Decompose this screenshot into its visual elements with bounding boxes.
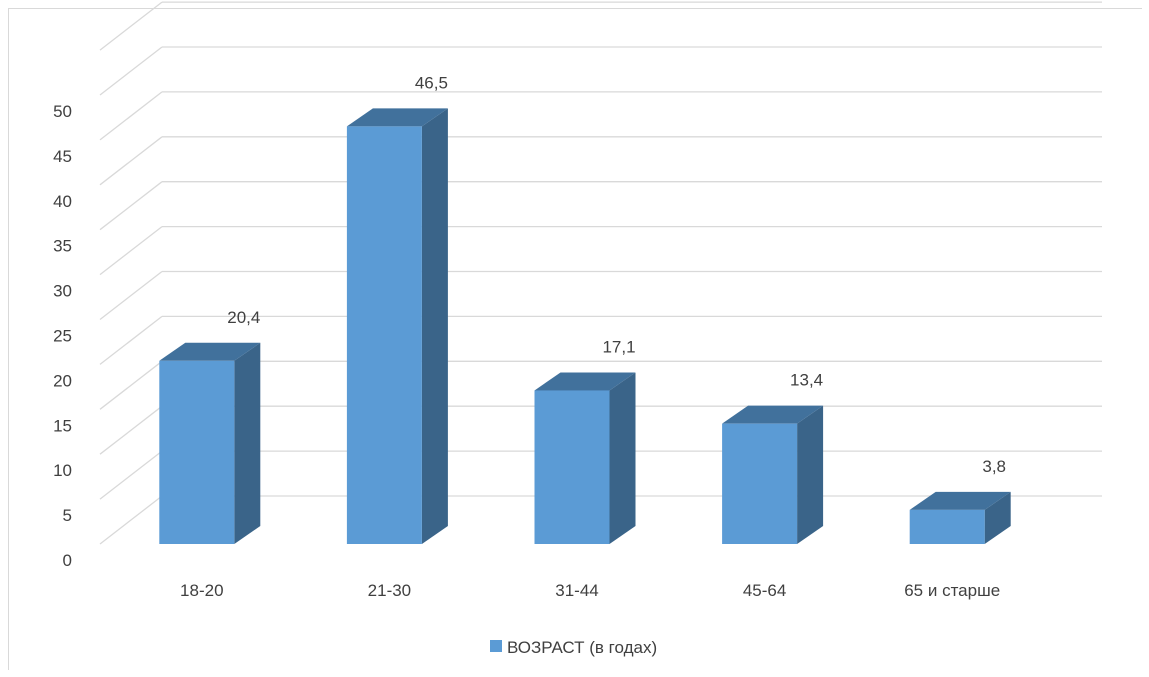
bar-top — [722, 405, 824, 424]
bar — [534, 372, 636, 544]
gridline-diagonal — [99, 181, 163, 231]
bar-side — [234, 342, 261, 544]
gridline-diagonal — [99, 1, 163, 51]
x-axis-categories: 18-20 21-30 31-44 45-64 65 и старше — [180, 581, 1000, 600]
y-axis-ticks: 0 5 10 15 20 25 30 35 40 45 50 — [53, 102, 72, 570]
y-tick-label: 10 — [53, 461, 72, 480]
gridline-diagonal — [99, 270, 163, 321]
x-category-label: 31-44 — [555, 581, 598, 600]
gridline-diagonal — [99, 405, 163, 455]
gridline-diagonal — [99, 91, 163, 141]
legend-swatch — [490, 640, 502, 652]
bar-side — [609, 372, 636, 544]
gridline-diagonal — [99, 46, 163, 96]
y-tick-label: 25 — [53, 327, 72, 346]
x-category-label: 18-20 — [180, 581, 223, 600]
gridline-diagonal — [99, 226, 163, 276]
bar-side — [421, 108, 448, 545]
bar — [346, 108, 448, 545]
bar-front — [346, 126, 422, 545]
x-category-label: 45-64 — [743, 581, 786, 600]
bar-top — [534, 372, 636, 391]
bar-top — [346, 108, 448, 127]
bar-front — [159, 360, 235, 544]
data-label: 20,4 — [227, 308, 260, 327]
bar — [159, 342, 261, 544]
bar-front — [722, 423, 798, 544]
data-label: 3,8 — [982, 457, 1006, 476]
y-tick-label: 5 — [63, 506, 72, 525]
data-label: 46,5 — [415, 73, 448, 92]
bar-front — [909, 509, 985, 544]
y-tick-label: 45 — [53, 147, 72, 166]
legend: ВОЗРАСТ (в годах) — [490, 638, 657, 657]
data-label: 13,4 — [790, 371, 823, 390]
data-label: 17,1 — [602, 337, 635, 356]
gridline-diagonal — [99, 136, 163, 186]
bar — [722, 405, 824, 544]
y-tick-label: 40 — [53, 192, 72, 211]
bar-top — [159, 342, 261, 361]
y-tick-label: 0 — [63, 551, 72, 570]
gridlines — [99, 1, 1102, 545]
bar-top — [909, 491, 1011, 510]
bar-side — [797, 405, 824, 544]
bar-side — [984, 491, 1011, 544]
y-tick-label: 30 — [53, 282, 72, 301]
y-tick-label: 20 — [53, 371, 72, 390]
y-tick-label: 35 — [53, 237, 72, 256]
gridline-diagonal — [99, 450, 163, 500]
legend-label: ВОЗРАСТ (в годах) — [507, 638, 657, 657]
gridline-diagonal — [99, 315, 163, 365]
chart-area — [8, 8, 1142, 670]
data-labels: 20,4 46,5 17,1 13,4 3,8 — [227, 73, 1006, 475]
gridline-diagonal — [99, 495, 163, 545]
bar-front — [534, 390, 610, 544]
y-tick-label: 50 — [53, 102, 72, 121]
x-category-label: 21-30 — [368, 581, 411, 600]
bars — [159, 108, 1011, 545]
y-tick-label: 15 — [53, 416, 72, 435]
bar — [909, 491, 1011, 544]
x-category-label: 65 и старше — [904, 581, 1000, 600]
gridline-diagonal — [99, 360, 163, 410]
